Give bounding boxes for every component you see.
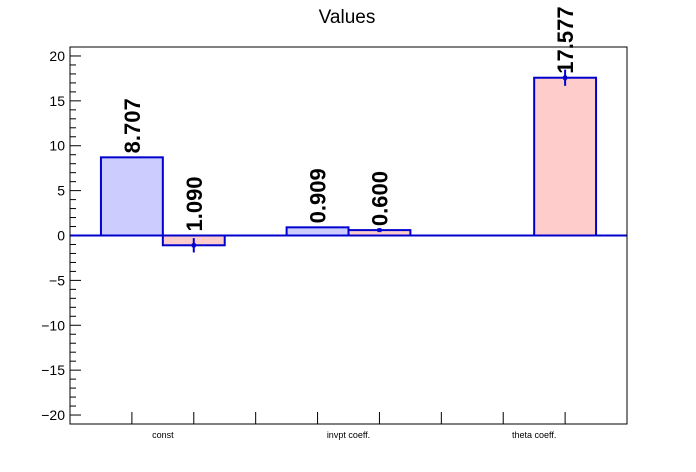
y-tick-label: −5 — [49, 272, 65, 288]
data-label: 0.909 — [306, 168, 331, 223]
data-labels: 8.707 1.090 0.909 0.600 17.577 — [120, 6, 578, 231]
bars — [70, 69, 627, 253]
bar — [285, 226, 350, 237]
y-tick-label: 20 — [49, 48, 65, 64]
x-category-label: const — [152, 430, 174, 440]
y-axis: −20 −15 −10 −5 0 5 10 15 20 — [41, 46, 81, 425]
x-category-label: invpt coeff. — [327, 430, 370, 440]
data-label: 17.577 — [553, 6, 578, 73]
bar — [533, 76, 598, 237]
y-tick-label: 10 — [49, 138, 65, 154]
plot-frame — [69, 46, 628, 425]
y-tick-label: 15 — [49, 93, 65, 109]
data-label: 0.600 — [367, 171, 392, 226]
x-axis: const invpt coeff. theta coeff. — [131, 412, 566, 440]
x-category-label: theta coeff. — [512, 430, 556, 440]
bar — [99, 156, 164, 237]
chart-title: Values — [319, 7, 376, 28]
error-bar-marker — [563, 75, 568, 80]
data-label: 8.707 — [120, 98, 145, 153]
error-bar-marker — [377, 228, 382, 233]
y-tick-label: −10 — [41, 317, 65, 333]
error-bar-marker — [191, 243, 196, 248]
y-tick-label: 0 — [57, 228, 65, 244]
y-tick-label: 5 — [57, 183, 65, 199]
y-tick-label: −20 — [41, 407, 65, 423]
data-label: 1.090 — [182, 176, 207, 231]
y-tick-label: −15 — [41, 362, 65, 378]
